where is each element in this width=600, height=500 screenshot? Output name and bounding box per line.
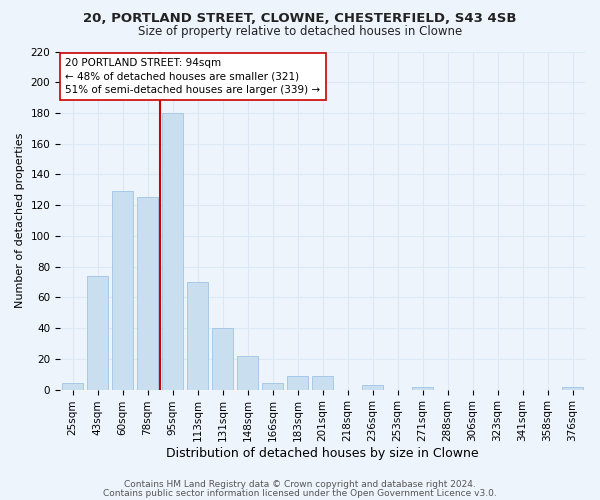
Bar	[287, 376, 308, 390]
Bar	[362, 385, 383, 390]
Bar	[412, 386, 433, 390]
Bar	[137, 198, 158, 390]
Text: 20, PORTLAND STREET, CLOWNE, CHESTERFIELD, S43 4SB: 20, PORTLAND STREET, CLOWNE, CHESTERFIEL…	[83, 12, 517, 26]
Bar	[262, 384, 283, 390]
Bar	[162, 113, 183, 390]
Text: Size of property relative to detached houses in Clowne: Size of property relative to detached ho…	[138, 25, 462, 38]
Bar	[212, 328, 233, 390]
Bar	[87, 276, 108, 390]
Y-axis label: Number of detached properties: Number of detached properties	[15, 133, 25, 308]
X-axis label: Distribution of detached houses by size in Clowne: Distribution of detached houses by size …	[166, 447, 479, 460]
Bar	[237, 356, 258, 390]
Bar	[62, 384, 83, 390]
Bar	[312, 376, 333, 390]
Bar	[112, 192, 133, 390]
Text: Contains HM Land Registry data © Crown copyright and database right 2024.: Contains HM Land Registry data © Crown c…	[124, 480, 476, 489]
Bar	[562, 386, 583, 390]
Text: 20 PORTLAND STREET: 94sqm
← 48% of detached houses are smaller (321)
51% of semi: 20 PORTLAND STREET: 94sqm ← 48% of detac…	[65, 58, 320, 94]
Bar	[187, 282, 208, 390]
Text: Contains public sector information licensed under the Open Government Licence v3: Contains public sector information licen…	[103, 488, 497, 498]
